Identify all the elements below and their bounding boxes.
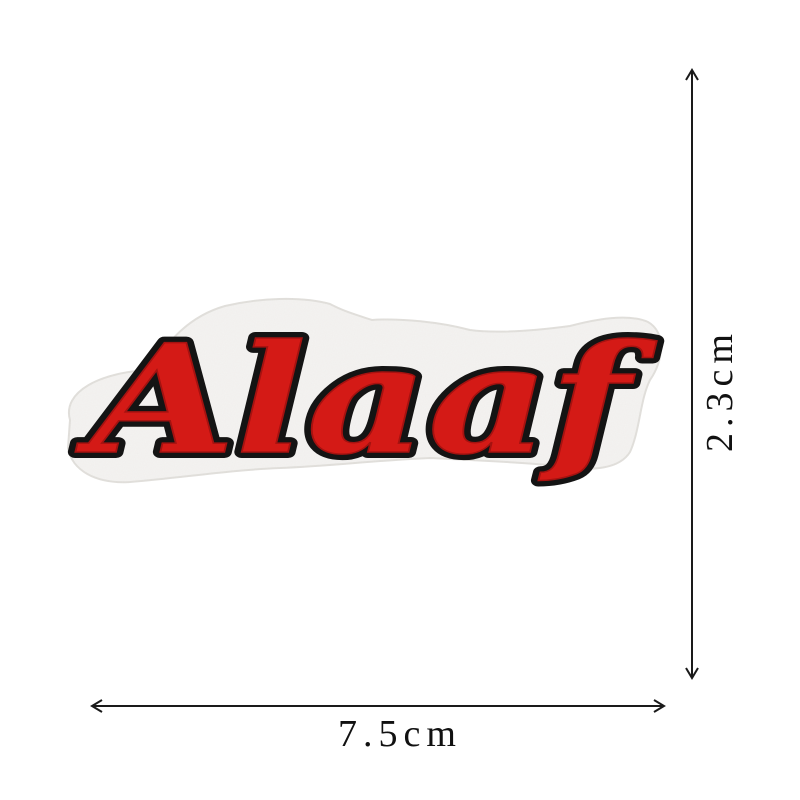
width-label: 7.5cm: [338, 713, 462, 755]
patch-backing: [66, 297, 662, 484]
height-dimension-line: [685, 68, 699, 680]
height-label: 2.3cm: [699, 328, 741, 452]
patch-text: Alaaf: [75, 312, 657, 488]
width-dimension-line: [90, 699, 666, 713]
patch-outline-text: Alaaf: [75, 312, 657, 488]
